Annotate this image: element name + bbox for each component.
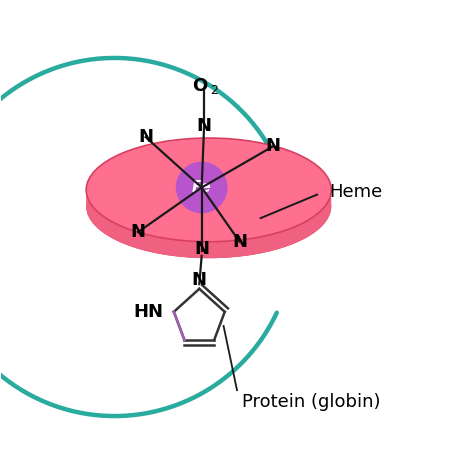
Text: O: O [192, 77, 208, 95]
Text: N: N [232, 233, 247, 251]
Text: Fe: Fe [192, 180, 211, 195]
Ellipse shape [86, 155, 331, 258]
Text: N: N [138, 128, 153, 146]
Text: 2: 2 [210, 84, 219, 98]
Text: N: N [265, 137, 281, 155]
Text: Heme: Heme [329, 183, 382, 201]
Text: N: N [197, 117, 211, 135]
Polygon shape [86, 190, 331, 258]
Text: N: N [192, 271, 207, 289]
Text: HN: HN [133, 303, 163, 321]
Text: N: N [130, 223, 146, 241]
Ellipse shape [86, 138, 331, 242]
Circle shape [176, 162, 228, 213]
Text: Protein (globin): Protein (globin) [242, 393, 380, 411]
Text: N: N [194, 240, 209, 258]
